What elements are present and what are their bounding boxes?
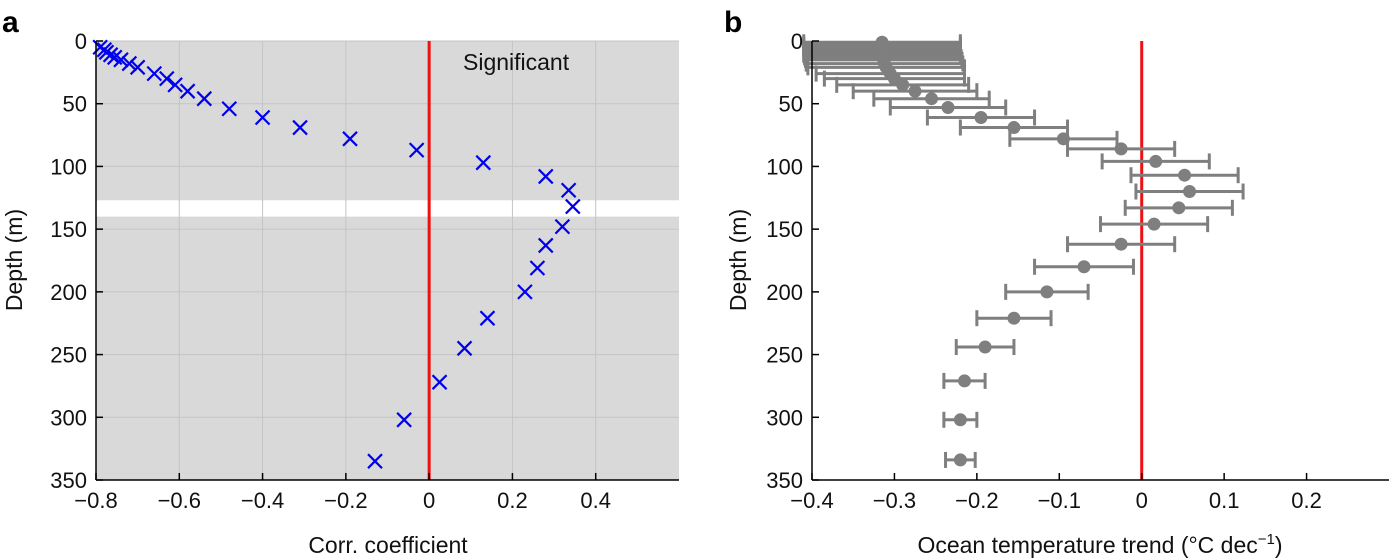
correlation-points: [92, 39, 581, 469]
data-point: [479, 310, 496, 326]
data-point: [396, 412, 412, 428]
data-point: [537, 237, 554, 254]
x-tick-label: 0.1: [1209, 488, 1240, 513]
data-point: [957, 374, 971, 388]
y-tick-label: 350: [766, 468, 803, 493]
y-axis-label: Depth (m): [725, 209, 751, 311]
axes: −0.4 −0.3 −0.2 −0.1 0 0.1 0.2 0 50 100 150 200 250 30…: [766, 29, 1389, 513]
y-tick-label: 100: [50, 154, 87, 179]
data-point: [560, 182, 577, 199]
panel-b-label: b: [724, 6, 742, 39]
data-point: [408, 142, 425, 158]
x-tick-label: −0.2: [324, 488, 367, 513]
panel-a-chart: a −0.8 −0.6 −0.4 −0.2 0 0.2 0.4 0 50 100 150 200 250…: [1, 6, 679, 558]
data-point: [1077, 260, 1091, 274]
data-point: [1178, 168, 1192, 182]
x-tick-label: −0.2: [955, 488, 998, 513]
data-point: [475, 154, 492, 171]
data-point: [1007, 311, 1021, 325]
data-point: [978, 340, 992, 354]
data-point: [1149, 154, 1163, 168]
data-point: [925, 92, 939, 106]
data-point: [167, 77, 183, 93]
y-tick-label: 150: [766, 217, 803, 242]
data-point: [221, 100, 238, 117]
y-tick-label: 0: [791, 29, 803, 54]
y-tick-label: 250: [766, 343, 803, 368]
data-point: [896, 78, 910, 92]
significant-band: [96, 216, 679, 480]
data-point: [342, 131, 358, 147]
significant-annotation: Significant: [463, 49, 570, 75]
y-tick-label: 100: [766, 154, 803, 179]
y-tick-label: 50: [63, 92, 87, 117]
data-point: [554, 218, 571, 235]
data-point: [1114, 237, 1128, 251]
y-tick-label: 150: [50, 217, 87, 242]
panel-b-chart: b −0.4 −0.3 −0.2 −0.1 0 0.1 0.2 0 50 100 150 200 250…: [724, 6, 1389, 558]
data-point: [565, 198, 581, 215]
data-point: [941, 100, 955, 114]
data-point: [179, 83, 196, 99]
data-point: [98, 44, 115, 61]
x-tick-label: 0: [423, 488, 435, 513]
y-tick-label: 200: [766, 280, 803, 305]
x-tick-label: 0.2: [497, 488, 528, 513]
data-point: [1040, 285, 1054, 299]
data-point: [113, 52, 129, 68]
data-point: [1147, 217, 1161, 231]
significant-band: [96, 41, 679, 201]
y-tick-label: 50: [779, 92, 803, 117]
x-tick-label: 0.4: [580, 488, 611, 513]
x-tick-label: −0.3: [873, 488, 916, 513]
y-tick-label: 200: [50, 280, 87, 305]
data-point: [102, 47, 119, 63]
y-tick-label: 300: [50, 405, 87, 430]
x-tick-label: 0.2: [1291, 488, 1322, 513]
x-tick-label: −0.4: [241, 488, 284, 513]
data-point: [537, 168, 554, 185]
data-point: [292, 119, 308, 136]
data-point: [159, 70, 175, 87]
data-point: [1007, 121, 1021, 135]
data-point: [1056, 132, 1070, 146]
x-axis-label: Ocean temperature trend (°C dec−1): [917, 531, 1282, 558]
y-axis-label: Depth (m): [1, 209, 27, 311]
axes: −0.8 −0.6 −0.4 −0.2 0 0.2 0.4 0 50 100 150 200 250 30…: [50, 29, 679, 513]
data-point: [196, 90, 213, 107]
significant-shading: [96, 41, 679, 480]
data-point: [1172, 201, 1186, 215]
data-point: [146, 65, 163, 82]
error-bars: [802, 34, 1245, 468]
data-point: [529, 260, 546, 276]
panel-a-label: a: [2, 6, 19, 39]
data-point: [1114, 142, 1128, 156]
data-point: [367, 453, 383, 469]
y-tick-label: 0: [75, 29, 87, 54]
data-point: [456, 340, 473, 357]
data-point: [254, 109, 271, 126]
data-point: [953, 453, 967, 467]
y-tick-label: 250: [50, 343, 87, 368]
data-point: [129, 59, 146, 76]
data-point: [1183, 185, 1197, 199]
x-tick-label: −0.4: [790, 488, 833, 513]
y-tick-label: 350: [50, 468, 87, 493]
x-tick-label: −0.1: [1038, 488, 1081, 513]
data-point: [974, 111, 988, 125]
x-axis-label: Corr. coefficient: [308, 532, 468, 558]
x-tick-label: 0: [1136, 488, 1148, 513]
x-tick-label: −0.8: [74, 488, 117, 513]
data-point: [908, 84, 922, 98]
data-point: [121, 55, 138, 72]
data-point: [517, 284, 533, 300]
trend-points: [875, 35, 1197, 467]
data-point: [431, 374, 448, 390]
x-tick-label: −0.6: [158, 488, 201, 513]
y-tick-label: 300: [766, 405, 803, 430]
data-point: [953, 413, 967, 427]
